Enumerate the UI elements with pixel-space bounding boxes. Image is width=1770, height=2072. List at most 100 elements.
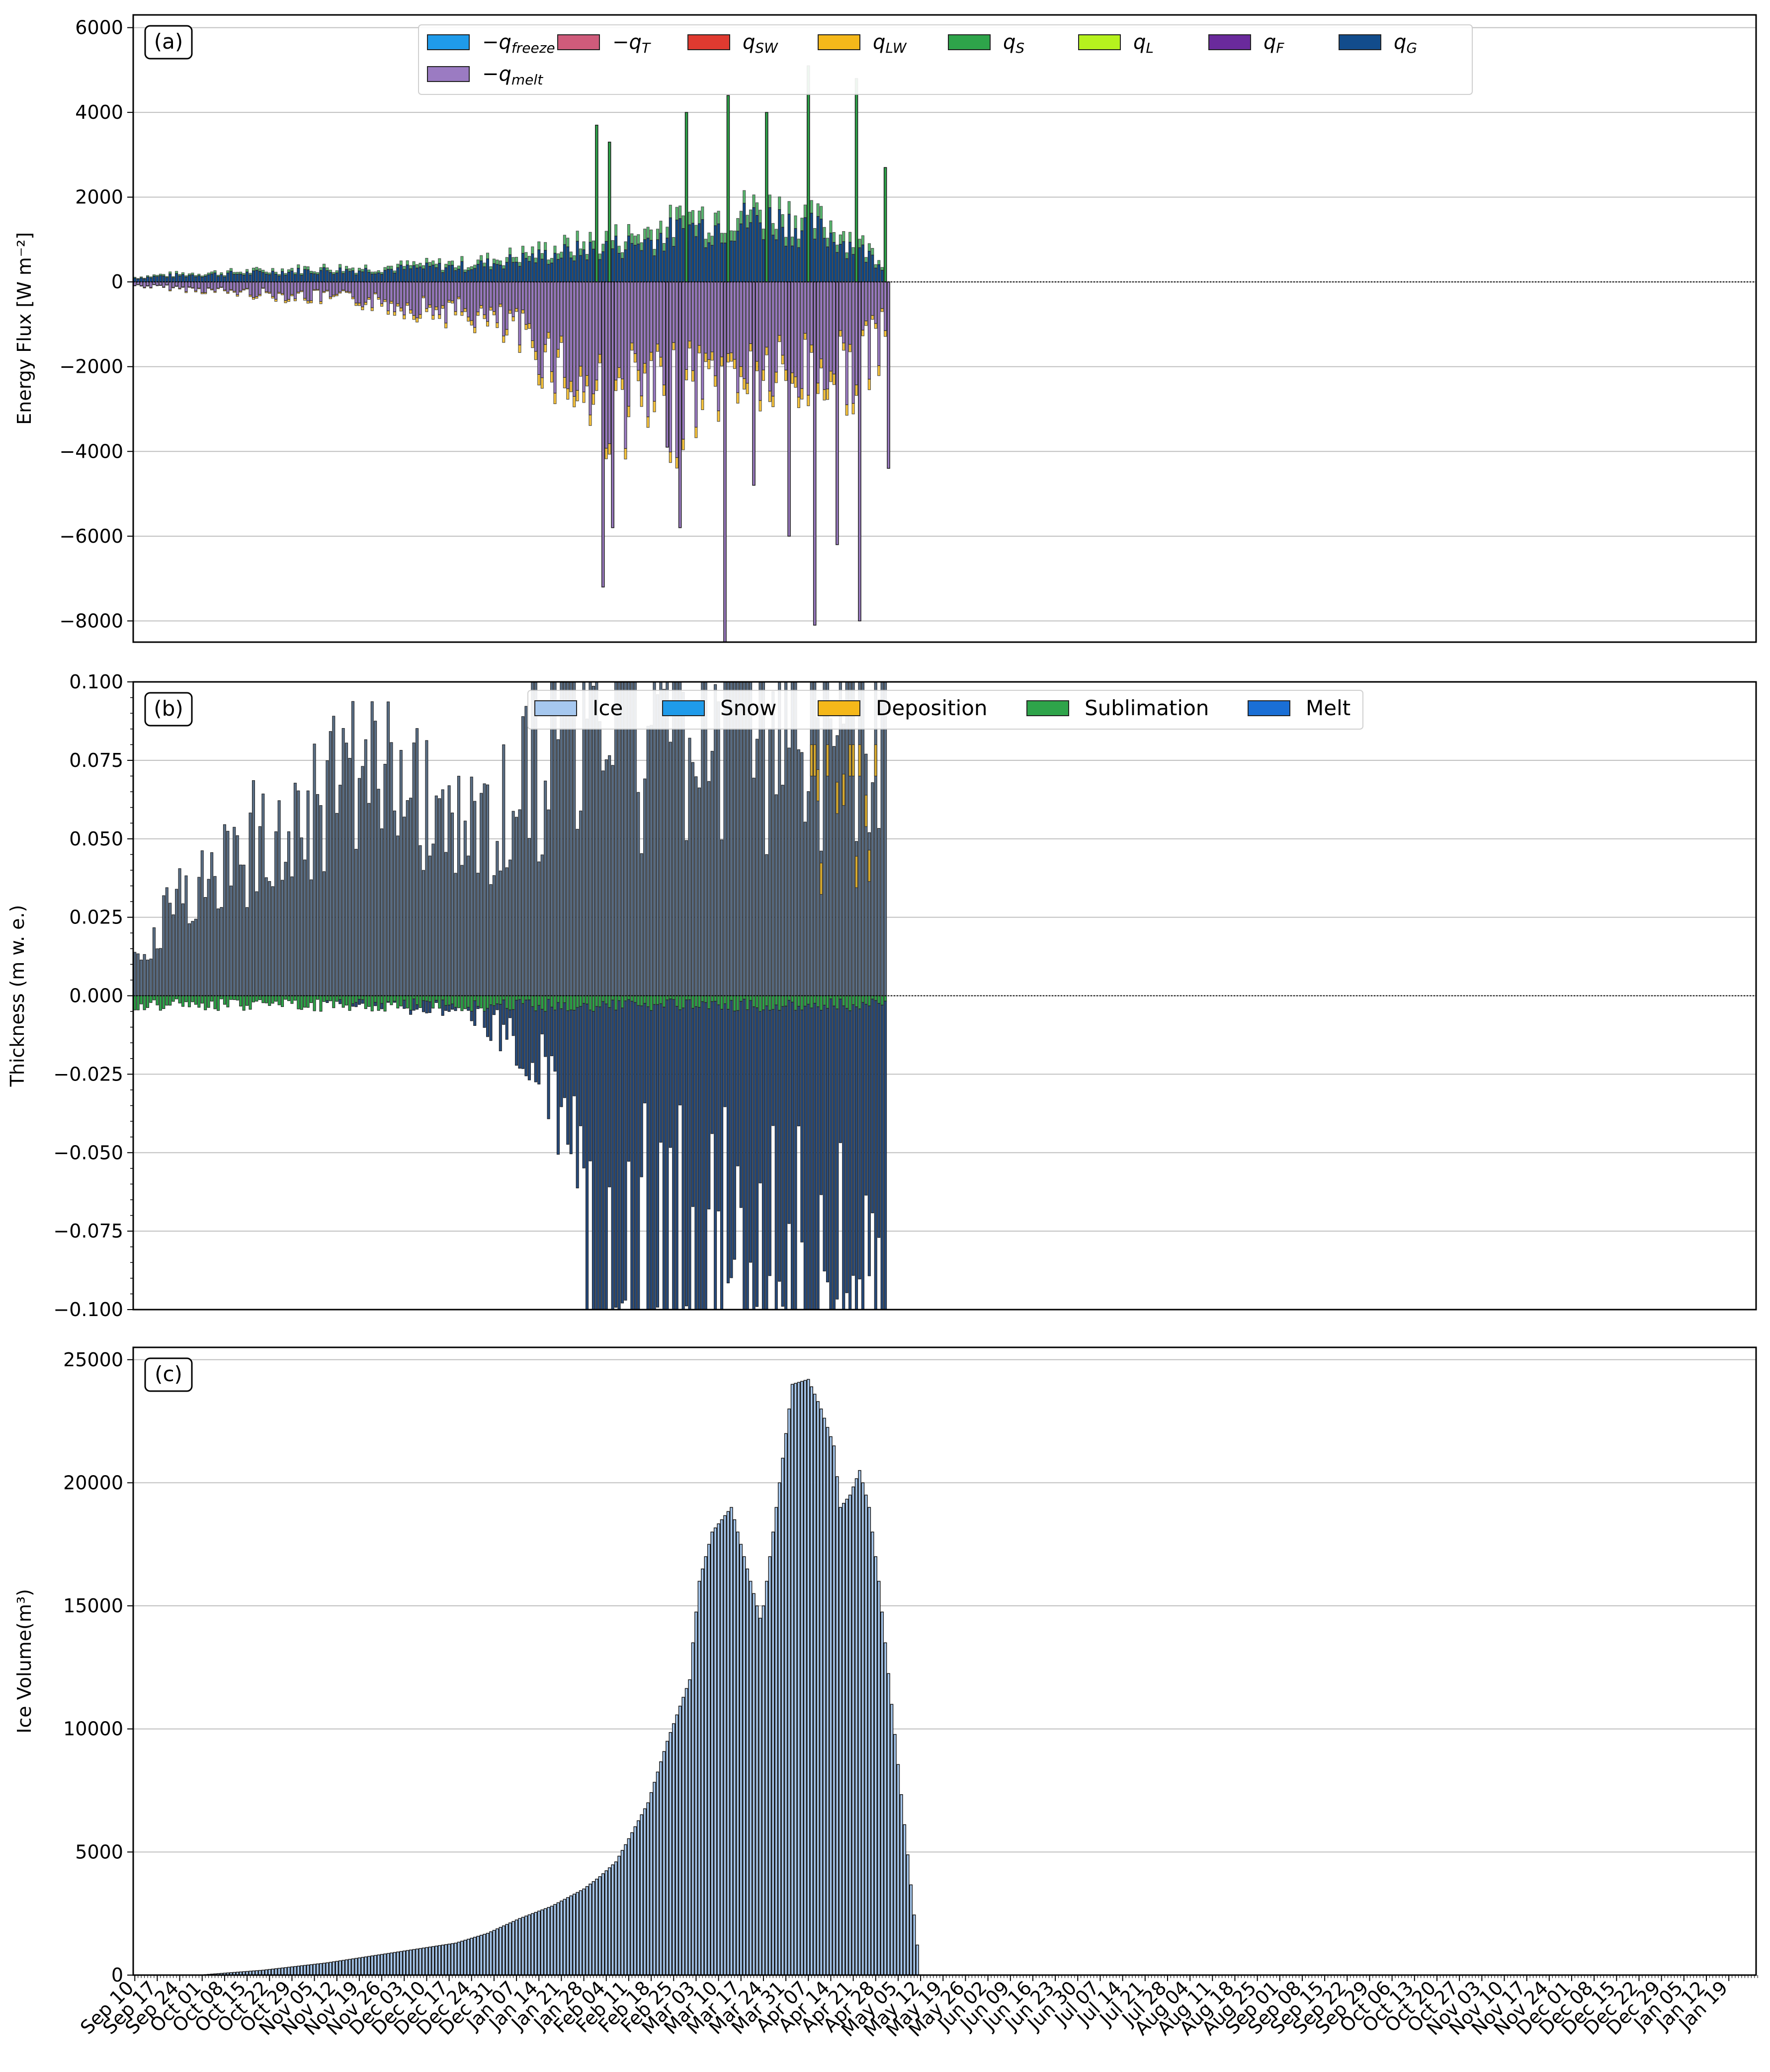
bar-q-LW [412, 315, 416, 320]
bar-melt [591, 1011, 595, 1310]
bar-q-LW [845, 404, 848, 416]
bar-q-melt [377, 281, 380, 298]
bar-q-melt [736, 281, 740, 393]
bar-q-LW [406, 302, 409, 306]
bar-melt [537, 1005, 541, 1084]
bar-ice-volume [627, 1838, 631, 1976]
bar-q-melt [524, 281, 528, 325]
bar-sublimation [297, 995, 300, 1009]
bar-q-melt-spike [752, 281, 756, 486]
bar-q-S [470, 266, 473, 270]
bar-ice-volume [540, 1909, 544, 1976]
bar-q-melt [268, 281, 271, 293]
bar-deposition [874, 744, 877, 776]
bar-q-S-spike [854, 78, 858, 282]
bar-q-melt [778, 281, 781, 336]
bar-q-LW [271, 296, 274, 299]
bar-melt [678, 1009, 682, 1106]
bar-q-G [444, 267, 448, 282]
bar-ice-volume [364, 1956, 368, 1976]
bar-ice [223, 824, 226, 996]
bar-sublimation [797, 995, 800, 1007]
bar-sublimation [678, 995, 682, 1010]
bar-sublimation [566, 995, 570, 1011]
bar-q-G [496, 264, 499, 282]
bar-sublimation [630, 995, 634, 1001]
bar-sublimation [181, 995, 185, 1007]
bar-sublimation [848, 995, 852, 1011]
bar-q-LW [499, 304, 502, 307]
bar-melt [409, 1009, 413, 1015]
bar-sublimation [756, 995, 759, 1008]
bar-q-S [316, 272, 320, 275]
bar-ice [165, 887, 169, 996]
bar-melt [627, 999, 630, 1162]
bar-q-melt [502, 281, 506, 336]
bar-q-LW [505, 329, 508, 335]
bar-q-S [836, 245, 839, 253]
bar-q-melt [374, 281, 377, 293]
bar-ice [829, 718, 833, 996]
bar-q-G [268, 274, 271, 282]
bar-q-LW [524, 324, 528, 330]
bar-q-melt [707, 281, 711, 360]
bar-q-LW [800, 388, 804, 400]
bar-ice-volume [531, 1913, 534, 1976]
legend-swatch-q-freeze [427, 34, 470, 50]
bar-q-S [216, 274, 220, 277]
bar-ice-volume [534, 1911, 538, 1976]
bar-q-G [261, 272, 265, 282]
bar-q-LW [566, 388, 570, 400]
bar-ice [335, 813, 338, 996]
legend-label-q-T: −qT [612, 31, 651, 56]
bar-q-G [463, 272, 467, 282]
bar-q-S [681, 215, 685, 229]
bar-q-LW [396, 303, 400, 307]
bar-q-S [457, 265, 460, 269]
bar-ice-volume [842, 1502, 845, 1976]
bar-q-S [268, 272, 271, 275]
bar-q-melt-spike [666, 281, 669, 448]
bar-sublimation [406, 995, 409, 1008]
bar-ice [502, 744, 506, 996]
bar-sublimation [710, 995, 714, 1002]
bar-ice [476, 873, 480, 996]
bar-sublimation [807, 995, 810, 1004]
bar-q-S [249, 273, 252, 275]
legend-swatch-q-G [1339, 34, 1381, 50]
bar-q-G [787, 214, 791, 282]
bar-q-melt [140, 281, 143, 286]
y-tick-label: −0.075 [53, 1220, 123, 1242]
bar-q-S [313, 271, 316, 274]
bar-sublimation [338, 995, 342, 1000]
bar-sublimation [800, 995, 804, 1010]
bar-q-S [720, 233, 724, 244]
bar-q-G [191, 274, 194, 282]
bar-melt [714, 1001, 717, 1310]
bar-melt [518, 999, 521, 1069]
bar-q-S [829, 220, 833, 234]
y-tick-label: 5000 [75, 1841, 123, 1863]
bar-q-S [787, 201, 791, 215]
bar-q-S [621, 252, 624, 259]
bar-q-LW [560, 335, 563, 343]
bar-ice-volume [659, 1761, 663, 1976]
bar-ice-volume [419, 1948, 422, 1976]
bar-ice [293, 783, 297, 996]
bar-sublimation [467, 995, 470, 1008]
bar-melt [697, 1007, 701, 1310]
bar-q-melt [633, 281, 637, 354]
bar-q-S [451, 260, 454, 265]
bar-q-LW [589, 414, 592, 426]
bar-q-S [390, 265, 393, 270]
bar-ice [281, 880, 284, 996]
bar-q-melt [527, 281, 531, 324]
bar-q-S [377, 270, 380, 273]
bar-melt [633, 1002, 637, 1310]
bar-ice-volume [547, 1907, 550, 1976]
bar-q-melt [258, 281, 261, 295]
bar-melt [553, 1009, 557, 1072]
bar-q-G [187, 275, 191, 282]
bar-sublimation [604, 995, 608, 1004]
bar-q-LW [377, 297, 380, 300]
